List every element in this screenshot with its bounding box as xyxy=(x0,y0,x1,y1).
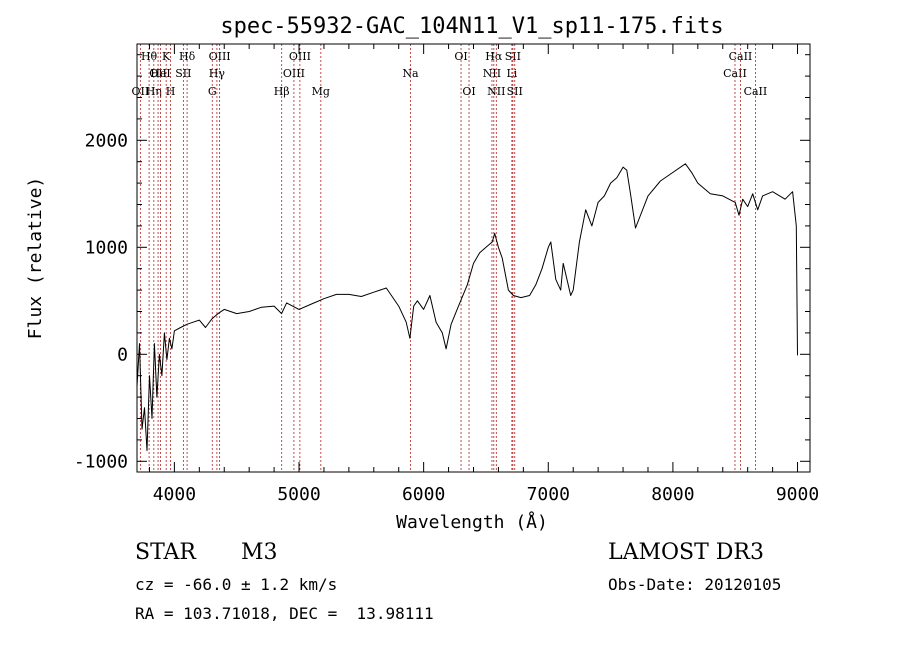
x-tick-label-1: 5000 xyxy=(277,484,320,505)
line-label-12: Hβ xyxy=(274,85,290,98)
line-label-20: Hα xyxy=(485,50,503,63)
line-label-15: Mg xyxy=(312,85,330,98)
line-label-24: SII xyxy=(507,85,523,98)
line-label-25: CaII xyxy=(723,67,747,80)
line-label-27: CaII xyxy=(744,85,768,98)
line-label-6: H xyxy=(166,85,176,98)
y-tick-label-2: 1000 xyxy=(85,237,128,258)
line-label-19: NII xyxy=(483,67,501,80)
series-layer xyxy=(136,163,798,452)
series-line-0 xyxy=(136,163,798,452)
line-label-22: Li xyxy=(506,67,517,80)
redshift-cz: cz = -66.0 ± 1.2 km/s xyxy=(135,575,338,594)
line-label-3: OII xyxy=(149,67,167,80)
x-tick-label-5: 9000 xyxy=(776,484,819,505)
x-axis-label: Wavelength (Å) xyxy=(396,511,548,533)
x-tick-label-3: 7000 xyxy=(527,484,570,505)
chart-title: spec-55932-GAC_104N11_V1_sp11-175.fits xyxy=(220,14,723,39)
line-label-8: Hδ xyxy=(179,50,196,63)
spectral-line-markers: OIIHθHηOIIHeIKHSIIHδGHγOIIIHβOIIIOIIIMgN… xyxy=(132,44,768,472)
x-tick-label-4: 8000 xyxy=(651,484,694,505)
line-label-21: NII xyxy=(487,85,505,98)
line-label-1: Hθ xyxy=(141,50,158,63)
observation-date: Obs-Date: 20120105 xyxy=(608,575,782,594)
line-label-7: SII xyxy=(175,67,191,80)
x-tick-label-2: 6000 xyxy=(402,484,445,505)
y-tick-label-3: 2000 xyxy=(85,130,128,151)
line-label-14: OIII xyxy=(289,50,311,63)
object-subclass: M3 xyxy=(241,540,278,565)
line-label-18: OI xyxy=(462,85,475,98)
line-label-4: HeI xyxy=(150,67,170,80)
survey-name: LAMOST DR3 xyxy=(608,540,764,565)
plot-frame xyxy=(136,43,811,473)
line-label-9: G xyxy=(208,85,217,98)
line-label-0: OII xyxy=(132,85,150,98)
line-label-10: Hγ xyxy=(209,67,226,80)
x-tick-label-0: 4000 xyxy=(153,484,196,505)
y-axis-label: Flux (relative) xyxy=(25,177,46,340)
line-label-16: Na xyxy=(402,67,419,80)
coordinates: RA = 103.71018, DEC = 13.98111 xyxy=(135,604,434,623)
line-label-23: SII xyxy=(505,50,521,63)
line-label-13: OIII xyxy=(283,67,305,80)
line-label-11: OIII xyxy=(209,50,231,63)
line-label-26: CaII xyxy=(729,50,753,63)
line-label-5: K xyxy=(162,50,171,63)
line-label-17: OI xyxy=(454,50,467,63)
line-label-2: Hη xyxy=(146,85,162,98)
y-tick-label-0: -1000 xyxy=(74,451,128,472)
y-tick-label-1: 0 xyxy=(117,344,128,365)
axis-ticks: 4000 5000 6000 7000 8000 9000 -1000 0 1000 2000 xyxy=(74,44,819,505)
object-class: STAR xyxy=(135,540,196,565)
